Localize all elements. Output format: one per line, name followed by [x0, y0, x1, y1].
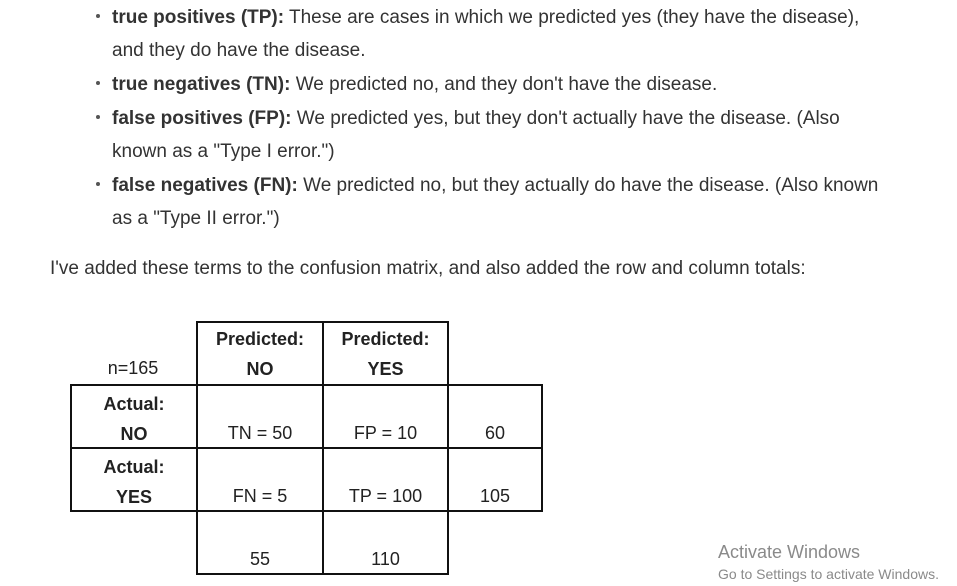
definition-text: These are cases in which we predicted ye… [284, 7, 860, 28]
cell-tp: TP = 100 [322, 447, 449, 512]
definition-text: We predicted no, but they actually do ha… [297, 175, 879, 196]
term-label: true positives (TP): [112, 7, 285, 28]
term-label: true negatives (TN): [112, 74, 291, 95]
definition-text: We predicted yes, but they don't actuall… [291, 108, 840, 129]
definitions-list: true positives (TP): These are cases in … [92, 0, 952, 236]
col-total-no: 55 [196, 510, 324, 575]
definition-item-fn: false negatives (FN): We predicted no, b… [92, 169, 952, 235]
definition-item-tp: true positives (TP): These are cases in … [92, 1, 952, 67]
cell-value: 55 [249, 549, 271, 569]
cell-tn: TN = 50 [196, 384, 324, 449]
col-total-yes: 110 [322, 510, 449, 575]
cell-fn: FN = 5 [196, 447, 324, 512]
bullet-icon [96, 81, 100, 85]
cell-value: 105 [479, 486, 511, 506]
row-header-line1: Actual: [103, 457, 165, 477]
row-header-actual-no: Actual: NO [70, 384, 198, 449]
bullet-icon [96, 115, 100, 119]
col-header-line2: YES [367, 359, 404, 379]
definition-item-fp: false positives (FP): We predicted yes, … [92, 102, 952, 168]
definition-text: We predicted no, and they don't have the… [290, 74, 718, 95]
row-header-actual-yes: Actual: YES [70, 447, 198, 512]
definition-item-tn: true negatives (TN): We predicted no, an… [92, 68, 952, 101]
definition-text-continued: known as a "Type I error.") [112, 141, 335, 162]
col-header-predicted-no: Predicted: NO [196, 321, 324, 386]
col-header-line1: Predicted: [215, 329, 305, 349]
cell-value: FN = 5 [232, 486, 288, 506]
col-header-line1: Predicted: [341, 329, 430, 349]
row-header-line2: YES [115, 487, 153, 507]
definition-text-continued: and they do have the disease. [112, 40, 366, 61]
bullet-icon [96, 182, 100, 186]
intro-paragraph: I've added these terms to the confusion … [50, 258, 806, 279]
activate-windows-watermark: Activate Windows Go to Settings to activ… [718, 541, 939, 584]
bullet-icon [96, 14, 100, 18]
col-header-line2: NO [246, 359, 274, 379]
row-total-no: 60 [447, 384, 543, 449]
term-label: false positives (FP): [112, 108, 292, 129]
term-label: false negatives (FN): [112, 175, 298, 196]
cell-value: TP = 100 [348, 486, 423, 506]
sample-size-label: n=165 [107, 358, 159, 378]
cell-value: 110 [371, 549, 400, 569]
row-header-line2: NO [120, 424, 148, 444]
row-header-line1: Actual: [103, 394, 165, 414]
col-header-predicted-yes: Predicted: YES [322, 321, 449, 386]
cell-value: FP = 10 [353, 423, 418, 443]
watermark-subtitle: Go to Settings to activate Windows. [718, 566, 939, 582]
watermark-title: Activate Windows [718, 542, 861, 562]
definition-text-continued: as a "Type II error.") [112, 208, 280, 229]
cell-value: 60 [484, 423, 506, 443]
cell-fp: FP = 10 [322, 384, 449, 449]
row-total-yes: 105 [447, 447, 543, 512]
cell-value: TN = 50 [227, 423, 293, 443]
